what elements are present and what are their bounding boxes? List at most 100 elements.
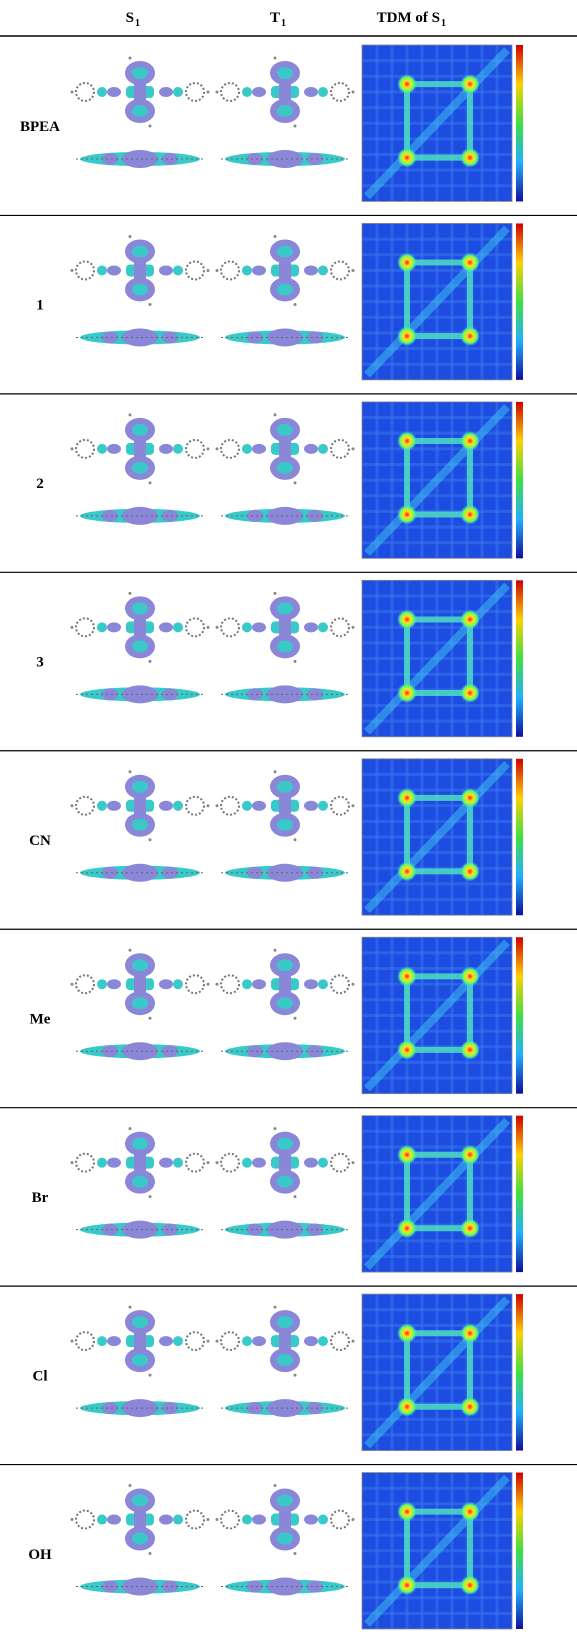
colorbar <box>516 45 523 201</box>
t1-orbital-side <box>221 1042 349 1060</box>
heatmap-hotspot <box>460 1218 480 1238</box>
row: OH <box>28 1473 523 1629</box>
t1-orbital-side <box>221 1578 349 1596</box>
t1-orbital-top <box>216 235 355 306</box>
t1-orbital-top <box>216 1306 355 1377</box>
s1-symbol: S <box>126 10 134 26</box>
heatmap-hotspot <box>460 683 480 703</box>
s1-orbital-top <box>71 1127 210 1198</box>
heatmap-hotspot <box>397 431 417 451</box>
colorbar <box>516 402 523 558</box>
t1-orbital-side <box>221 328 349 346</box>
heatmap-hotspot <box>397 1218 417 1238</box>
heatmap-hotspot <box>397 861 417 881</box>
heatmap-hotspot <box>460 1575 480 1595</box>
row-label: CN <box>29 833 51 849</box>
row-label: Br <box>32 1190 49 1206</box>
tdm-subscript: 1 <box>441 18 446 29</box>
heatmap-hotspot <box>460 74 480 94</box>
tdm-heatmap <box>362 1473 523 1629</box>
heatmap-hotspot <box>397 1575 417 1595</box>
heatmap-hotspot <box>397 1502 417 1522</box>
heatmap-hotspot <box>460 966 480 986</box>
t1-orbital-side <box>221 864 349 882</box>
s1-subscript: 1 <box>135 18 140 29</box>
heatmap-hotspot <box>460 326 480 346</box>
s1-orbital-side <box>76 1399 204 1417</box>
heatmap-hotspot <box>460 1397 480 1417</box>
heatmap-hotspot <box>397 1397 417 1417</box>
row: 2 <box>0 402 577 572</box>
heatmap-hotspot <box>397 74 417 94</box>
t1-orbital-top <box>216 770 355 841</box>
tdm-heatmap <box>362 45 523 201</box>
t1-orbital-side <box>221 1399 349 1417</box>
heatmap-hotspot <box>397 788 417 808</box>
s1-orbital-side <box>76 150 204 168</box>
heatmap-hotspot <box>397 609 417 629</box>
t1-orbital-side <box>221 1221 349 1239</box>
tdm-heatmap <box>362 580 523 736</box>
t1-orbital-top <box>216 1127 355 1198</box>
heatmap-hotspot <box>460 431 480 451</box>
heatmap-hotspot <box>397 1145 417 1165</box>
figure: S 1 T 1 TDM of S 1 BPEA 1 2 3 CN Me Br Cl OH <box>0 0 577 1643</box>
colorbar <box>516 1116 523 1272</box>
tdm-heatmap <box>362 223 523 379</box>
row-label: BPEA <box>20 119 60 135</box>
heatmap-hotspot <box>397 1040 417 1060</box>
heatmap-hotspot <box>397 1323 417 1343</box>
colorbar <box>516 759 523 915</box>
heatmap-hotspot <box>397 683 417 703</box>
s1-orbital-top <box>71 949 210 1020</box>
colorbar <box>516 937 523 1093</box>
t1-orbital-top <box>216 413 355 484</box>
colorbar <box>516 1294 523 1450</box>
tdm-heatmap <box>362 1294 523 1450</box>
row: 1 <box>0 223 577 393</box>
heatmap-hotspot <box>397 253 417 273</box>
row-label: OH <box>28 1547 52 1563</box>
heatmap-hotspot <box>397 505 417 525</box>
s1-orbital-top <box>71 235 210 306</box>
heatmap-hotspot <box>460 788 480 808</box>
header: S 1 T 1 TDM of S 1 <box>0 10 577 36</box>
row-label: Cl <box>33 1368 48 1384</box>
heatmap-hotspot <box>460 609 480 629</box>
s1-orbital-side <box>76 328 204 346</box>
colorbar <box>516 223 523 379</box>
t1-orbital-side <box>221 685 349 703</box>
heatmap-hotspot <box>460 1323 480 1343</box>
s1-orbital-top <box>71 1484 210 1555</box>
s1-orbital-side <box>76 685 204 703</box>
heatmap-hotspot <box>460 861 480 881</box>
heatmap-hotspot <box>460 1145 480 1165</box>
s1-orbital-side <box>76 1042 204 1060</box>
row-label: 2 <box>36 476 44 492</box>
heatmap-hotspot <box>460 1040 480 1060</box>
row-label: 1 <box>36 298 44 314</box>
t1-subscript: 1 <box>281 18 286 29</box>
row: CN <box>0 759 577 929</box>
s1-orbital-side <box>76 1221 204 1239</box>
row: Me <box>0 937 577 1107</box>
t1-orbital-top <box>216 592 355 663</box>
row: 3 <box>0 580 577 750</box>
tdm-heatmap <box>362 402 523 558</box>
heatmap-hotspot <box>397 148 417 168</box>
heatmap-hotspot <box>397 966 417 986</box>
row: Br <box>0 1116 577 1286</box>
row-label: Me <box>30 1011 51 1027</box>
heatmap-hotspot <box>460 253 480 273</box>
tdm-title: TDM of S <box>377 10 440 26</box>
colorbar <box>516 580 523 736</box>
tdm-heatmap <box>362 759 523 915</box>
heatmap-hotspot <box>460 1502 480 1522</box>
heatmap-hotspot <box>397 326 417 346</box>
colorbar <box>516 1473 523 1629</box>
t1-orbital-top <box>216 57 355 128</box>
t1-orbital-top <box>216 949 355 1020</box>
s1-orbital-top <box>71 770 210 841</box>
tdm-heatmap <box>362 1116 523 1272</box>
s1-orbital-side <box>76 864 204 882</box>
